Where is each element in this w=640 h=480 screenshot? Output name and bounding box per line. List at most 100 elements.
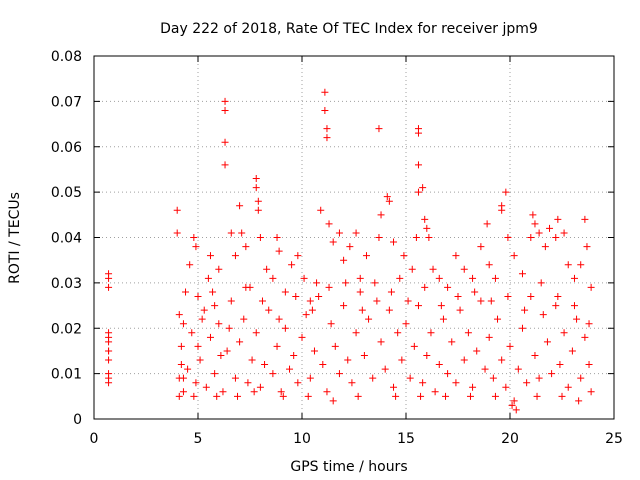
data-point — [327, 320, 335, 328]
data-point — [242, 283, 250, 291]
data-point — [577, 261, 585, 269]
data-point — [294, 252, 302, 260]
data-point — [494, 315, 502, 323]
data-point — [554, 292, 562, 300]
data-point — [369, 374, 377, 382]
data-point — [219, 388, 227, 396]
data-point — [217, 351, 225, 359]
y-axis-label: ROTI / TECUs — [7, 192, 23, 284]
data-point — [417, 392, 425, 400]
data-point — [335, 229, 343, 237]
data-point — [362, 252, 370, 260]
data-point — [335, 370, 343, 378]
data-point — [221, 97, 229, 105]
data-point — [306, 297, 314, 305]
data-point — [105, 356, 113, 364]
data-point — [585, 320, 593, 328]
y-tick-label: 0.03 — [51, 276, 82, 292]
data-point — [439, 315, 447, 323]
data-point — [221, 106, 229, 114]
data-point — [273, 342, 281, 350]
data-point — [281, 288, 289, 296]
data-point — [323, 125, 331, 133]
data-point — [252, 329, 260, 337]
data-point — [387, 288, 395, 296]
data-point — [396, 274, 404, 282]
data-point — [252, 175, 260, 183]
data-point — [518, 270, 526, 278]
data-point — [414, 129, 422, 137]
data-point — [498, 206, 506, 214]
data-point — [390, 383, 398, 391]
y-tick-label: 0.06 — [51, 140, 82, 156]
x-tick-label: 10 — [293, 431, 311, 447]
data-point — [581, 333, 589, 341]
data-point — [385, 197, 393, 205]
data-point — [175, 311, 183, 319]
data-point — [541, 243, 549, 251]
x-tick-label: 15 — [397, 431, 415, 447]
data-point — [329, 238, 337, 246]
data-point — [535, 374, 543, 382]
data-point — [531, 351, 539, 359]
data-point — [385, 306, 393, 314]
data-point — [460, 356, 468, 364]
data-point — [315, 292, 323, 300]
data-point — [469, 274, 477, 282]
data-point — [394, 329, 402, 337]
data-point — [179, 320, 187, 328]
y-tick-label: 0.02 — [51, 321, 82, 337]
data-point — [292, 292, 300, 300]
data-point — [560, 229, 568, 237]
y-tick-label: 0 — [73, 412, 82, 428]
data-point — [300, 274, 308, 282]
data-point — [248, 356, 256, 364]
data-point — [421, 283, 429, 291]
data-point — [231, 374, 239, 382]
data-point — [204, 274, 212, 282]
data-point — [456, 306, 464, 314]
data-point — [491, 274, 499, 282]
data-point — [568, 347, 576, 355]
data-point — [481, 365, 489, 373]
data-point — [587, 388, 595, 396]
data-point — [294, 379, 302, 387]
data-point — [319, 361, 327, 369]
data-point — [310, 347, 318, 355]
data-point — [194, 342, 202, 350]
data-point — [454, 292, 462, 300]
data-point — [346, 243, 354, 251]
data-point — [491, 392, 499, 400]
data-point — [321, 106, 329, 114]
data-point — [556, 361, 564, 369]
data-point — [502, 383, 510, 391]
data-point — [448, 338, 456, 346]
data-points — [105, 88, 595, 414]
data-point — [105, 338, 113, 346]
data-point — [186, 261, 194, 269]
data-point — [236, 338, 244, 346]
data-point — [431, 388, 439, 396]
data-point — [286, 365, 294, 373]
data-point — [356, 288, 364, 296]
data-point — [340, 302, 348, 310]
data-point — [504, 292, 512, 300]
data-point — [323, 134, 331, 142]
data-point — [342, 279, 350, 287]
data-point — [377, 211, 385, 219]
data-point — [244, 379, 252, 387]
data-point — [273, 234, 281, 241]
data-point — [560, 329, 568, 337]
data-point — [238, 229, 246, 237]
data-point — [269, 370, 277, 378]
data-point — [288, 261, 296, 269]
data-point — [392, 392, 400, 400]
data-point — [487, 297, 495, 305]
data-point — [485, 333, 493, 341]
data-point — [105, 274, 113, 282]
x-tick-label: 25 — [605, 431, 623, 447]
data-point — [184, 365, 192, 373]
data-point — [182, 288, 190, 296]
data-point — [325, 220, 333, 228]
